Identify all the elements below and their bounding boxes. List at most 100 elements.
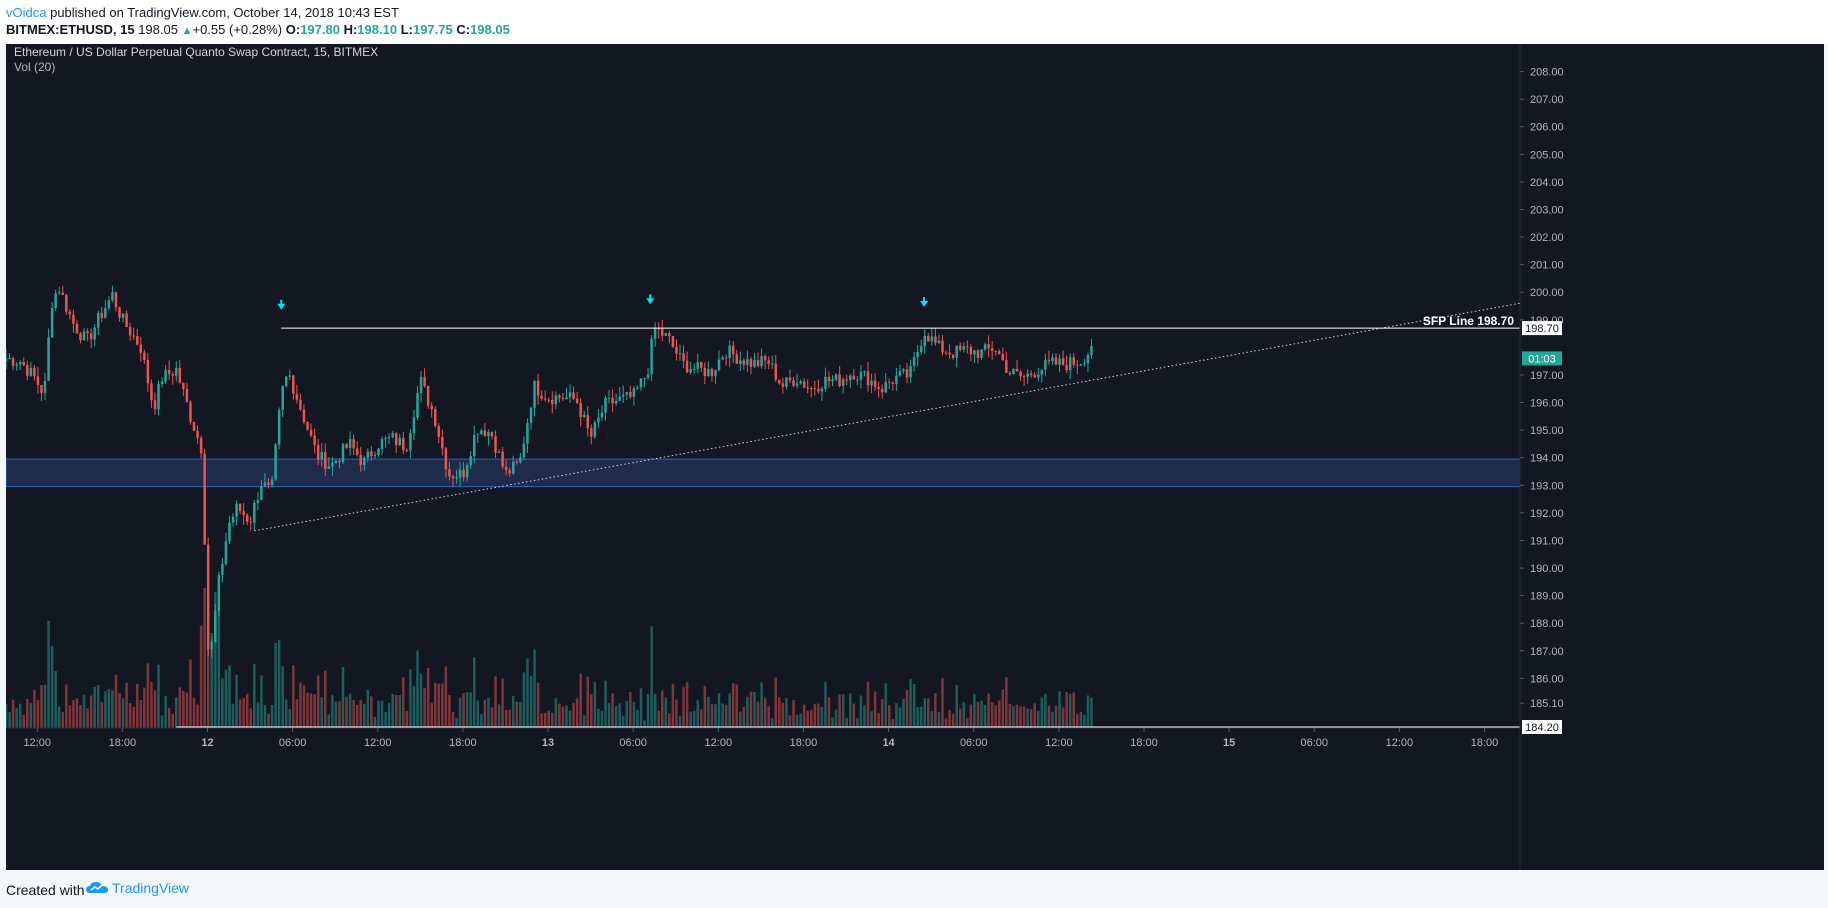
candle-body [245,515,249,522]
price-tick-label: 187.00 [1530,646,1564,658]
volume-bar [47,620,50,728]
candle-body [845,379,848,381]
candle-body [923,336,926,346]
volume-bar [189,659,192,728]
volume-bar [547,710,550,728]
volume-bar [302,685,306,728]
candle-body [579,402,582,418]
volume-bar [387,702,391,728]
candle-body [714,370,717,377]
candle-body [295,393,299,400]
volume-bar [919,706,923,728]
volume-bar [895,703,898,728]
volume-bar [749,691,753,728]
candle-body [348,439,352,448]
candle-body [4,358,8,362]
candle-body [905,369,909,378]
candle-body [377,448,380,455]
candle-body [636,387,639,389]
volume-bar [973,693,976,728]
price-tick-label: 203.00 [1530,204,1564,216]
candle-body [302,409,306,423]
candle-body [402,437,405,451]
volume-bar [838,694,841,728]
volume-bar [277,640,281,728]
volume-bar [891,719,895,728]
volume-bar [1026,708,1029,728]
volume-bar [976,701,980,728]
volume-bar [231,703,235,728]
candle-body [160,381,164,384]
volume-bar [866,681,870,728]
candle-body [214,611,217,643]
volume-bar [355,704,359,728]
candle-body [1090,346,1093,356]
volume-bar [802,704,806,728]
candle-body [731,345,735,355]
chart-area[interactable]: 208.00 207.00 206.00 205.00 204.00 203.00 202.… [4,44,1824,870]
volume-bar [487,697,490,728]
candle-body [143,352,146,361]
volume-bar [210,632,213,728]
volume-bar [214,591,217,728]
price-chart[interactable]: 208.00 207.00 206.00 205.00 204.00 203.00 202.… [4,44,1824,870]
candle-body [948,352,951,355]
volume-bar [870,710,873,728]
volume-bar [175,697,178,728]
volume-bar [416,650,419,728]
volume-bar [242,698,245,728]
trendline [254,302,1521,532]
candle-body [880,388,884,393]
volume-bar [969,704,973,728]
time-tick-label: 12:00 [364,737,392,749]
author-link[interactable]: vOidca [6,5,47,20]
time-axis[interactable]: 12:00 18:00 12 06:00 12:00 18:00 13 06:00 12:00 1… [23,728,1498,749]
volume-bar [338,701,341,728]
volume-bar [682,686,685,728]
volume-bar [473,657,476,728]
volume-indicator-label[interactable]: Vol (20) [14,60,55,74]
candle-body [178,367,182,383]
volume-bar [721,703,724,728]
volume-bar [689,711,692,728]
candle-body [675,346,678,354]
volume-bar [845,717,848,728]
candle-body [767,360,770,365]
price-axis[interactable]: 208.00 207.00 206.00 205.00 204.00 203.00 202.… [1520,67,1564,711]
price-tick-label: 190.00 [1530,563,1564,575]
candle-body [497,451,501,453]
candle-body [309,429,313,436]
volume-bar [348,693,352,728]
candle-body [29,367,33,376]
candle-body [274,444,277,480]
volume-bar [1068,693,1072,728]
tradingview-brand[interactable]: TradingView [86,880,189,896]
low-label: L: [400,22,413,37]
candle-body [68,311,72,315]
volume-bar [86,708,89,728]
candle-body [824,376,827,389]
volume-bar [529,675,533,728]
up-arrow-icon: ▲ [181,25,193,37]
volume-bar [465,692,469,728]
chart-header: vOidca published on TradingView.com, Oct… [0,0,1828,44]
volume-bar [827,697,831,728]
volume-bar [987,693,990,728]
candle-body [859,371,863,380]
candle-body [47,337,50,381]
candle-body [582,414,586,418]
volume-bar [806,710,809,728]
volume-bar [448,695,451,728]
volume-bar [884,683,887,728]
candle-body [891,382,895,385]
candle-body [441,437,444,449]
candle-body [26,365,29,376]
price-tick-label: 195.00 [1530,425,1564,437]
candle-body [969,347,973,355]
volume-bar [128,703,132,728]
candle-body [568,392,572,398]
candle-body [625,391,629,395]
volume-bar [455,717,458,728]
volume-bar [363,703,366,728]
volume-bar [196,704,199,728]
